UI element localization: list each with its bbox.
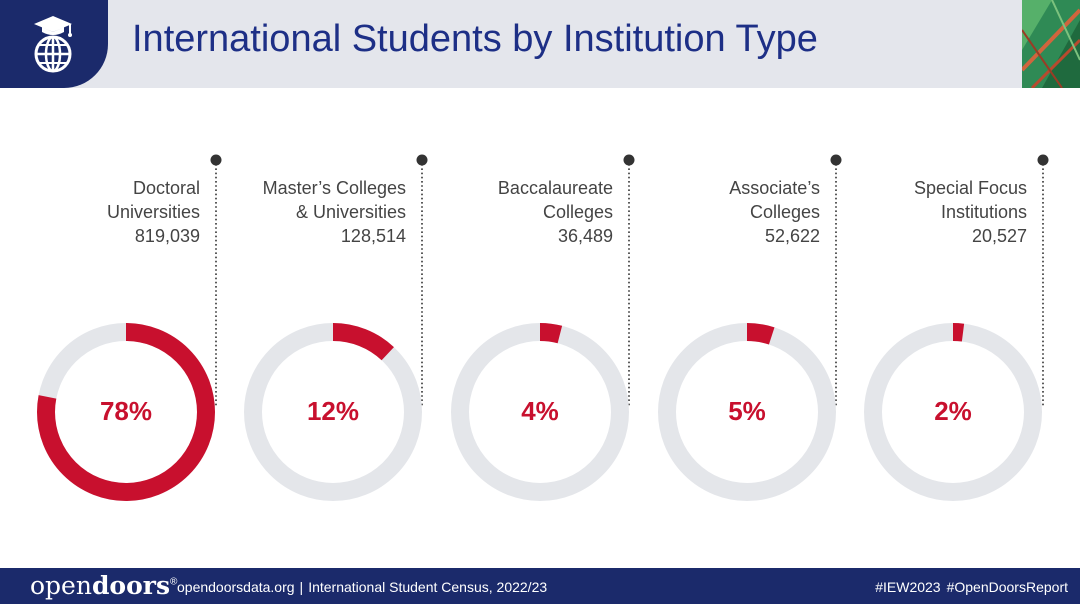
percent-label: 12% (306, 396, 360, 426)
opendoors-logo: opendoors® (30, 571, 178, 600)
category-name-line: Institutions (940, 202, 1027, 222)
donut-segment (451, 323, 629, 501)
category-name-line: Colleges (542, 202, 613, 222)
category-name-line: Special Focus (913, 178, 1027, 198)
donut-segment (244, 323, 422, 501)
footer-census: International Student Census, 2022/23 (308, 579, 548, 595)
donut-charts (37, 154, 1049, 501)
student-count: 128,514 (340, 226, 406, 246)
footer-bar: opendoors® opendoorsdata.org | Internation… (0, 568, 1080, 604)
header-bar: International Students by Institution Ty… (0, 0, 1080, 88)
category-label: Master’s Colleges & Universities 128,514 (206, 176, 406, 248)
category-label: Baccalaureate Colleges 36,489 (413, 176, 613, 248)
percent-label: 2% (934, 396, 972, 426)
donut-segment (658, 323, 836, 501)
graduation-cap-globe-icon (34, 16, 72, 73)
category-name-line: Doctoral (132, 178, 200, 198)
logo-badge (0, 0, 108, 88)
category-label: Associate’s Colleges 52,622 (620, 176, 820, 248)
footer-hashtags: #IEW2023 #OpenDoorsReport (875, 579, 1068, 595)
category-label: Doctoral Universities 819,039 (0, 176, 200, 248)
category-name-line: Baccalaureate (497, 178, 613, 198)
page-title: International Students by Institution Ty… (132, 18, 818, 60)
donut-segment (37, 323, 215, 501)
footer-source: opendoorsdata.org | International Student … (177, 579, 548, 595)
percent-label: 4% (521, 396, 559, 426)
category-name-line: & Universities (295, 202, 406, 222)
category-name-line: Associate’s (729, 178, 820, 198)
category-name-line: Colleges (749, 202, 820, 222)
chart-area: Doctoral Universities 819,039 78% Master’s C… (0, 88, 1080, 568)
donut-segment (864, 323, 1042, 501)
hashtag-opendoors: #OpenDoorsReport (946, 579, 1068, 595)
student-count: 52,622 (764, 226, 820, 246)
decorative-image (1022, 0, 1080, 88)
hashtag-iew: #IEW2023 (875, 579, 941, 595)
leader-dot (1037, 154, 1049, 166)
leader-dot (210, 154, 222, 166)
category-name-line: Master’s Colleges (262, 178, 406, 198)
student-count: 20,527 (971, 226, 1027, 246)
footer-site-link[interactable]: opendoorsdata.org (177, 579, 295, 595)
leader-dot (830, 154, 842, 166)
leader-dot (623, 154, 635, 166)
percent-label: 5% (728, 396, 766, 426)
student-count: 36,489 (557, 226, 613, 246)
leader-dot (416, 154, 428, 166)
percent-label: 78% (99, 396, 153, 426)
student-count: 819,039 (134, 226, 200, 246)
category-name-line: Universities (106, 202, 200, 222)
category-label: Special Focus Institutions 20,527 (827, 176, 1027, 248)
